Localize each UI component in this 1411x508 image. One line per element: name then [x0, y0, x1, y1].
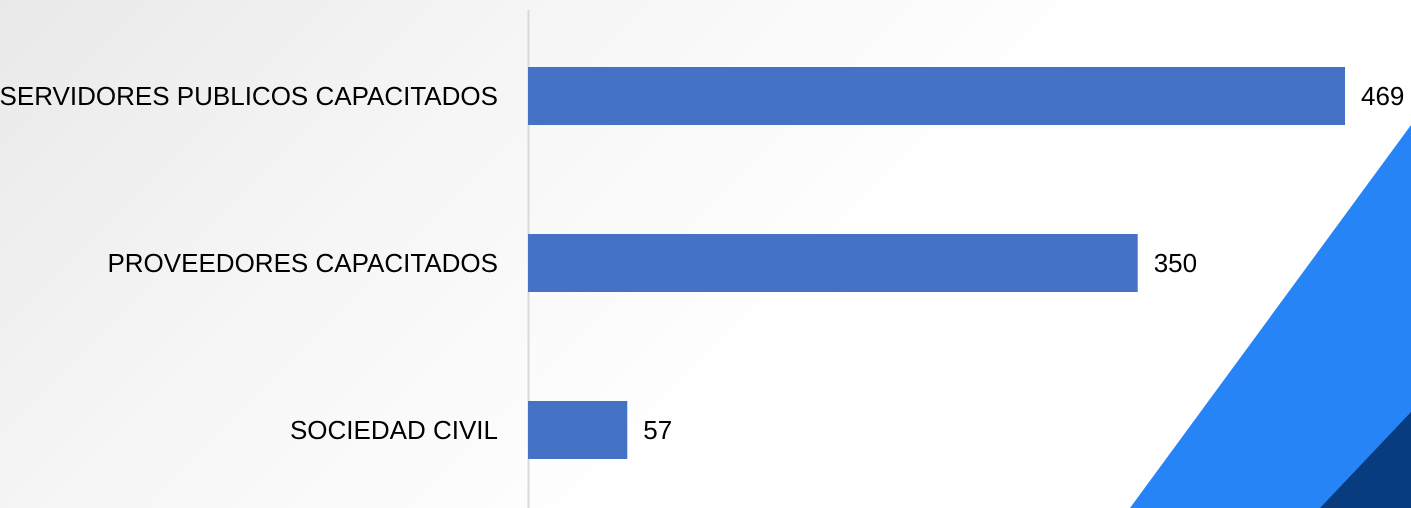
- category-label: SOCIEDAD CIVIL: [290, 415, 498, 445]
- bars-group: [528, 67, 1345, 459]
- bar: [528, 401, 628, 459]
- decorative-corner-shapes: [1130, 125, 1411, 508]
- category-labels-group: SERVIDORES PUBLICOS CAPACITADOS PROVEEDOR…: [0, 81, 498, 445]
- value-label: 350: [1154, 248, 1197, 278]
- bar: [528, 234, 1138, 292]
- category-label: SERVIDORES PUBLICOS CAPACITADOS: [0, 81, 498, 111]
- value-label: 469: [1361, 81, 1404, 111]
- decor-triangle-light: [1130, 125, 1411, 508]
- value-labels-group: 469 350 57: [643, 81, 1404, 445]
- decor-triangle-dark: [1320, 412, 1411, 508]
- category-label: PROVEEDORES CAPACITADOS: [107, 248, 498, 278]
- value-label: 57: [643, 415, 672, 445]
- bar: [528, 67, 1345, 125]
